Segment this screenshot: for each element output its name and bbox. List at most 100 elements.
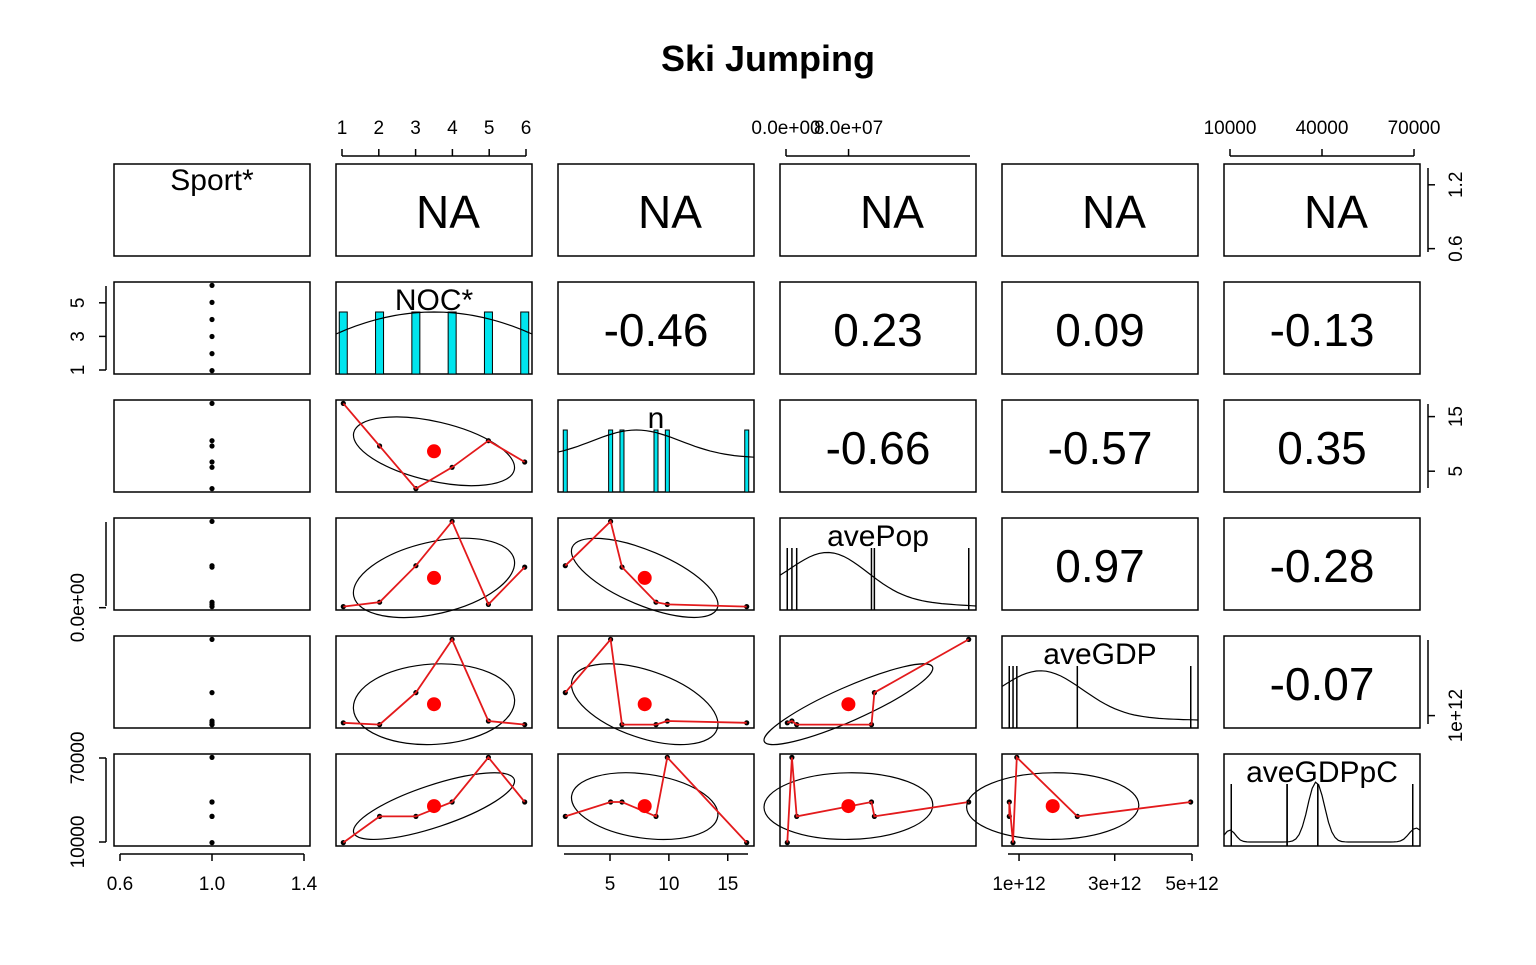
scatter-point-r6-c1 xyxy=(209,813,215,820)
smoother-line-r5-c3 xyxy=(564,637,747,726)
bottom-axis-label-c5: 5e+12 xyxy=(1165,874,1218,895)
mean-point-r6-c4 xyxy=(841,799,856,814)
top-axis-label-c6: 70000 xyxy=(1388,118,1441,139)
scatter-point-r3-c1 xyxy=(209,459,215,465)
panel-frame-r5-c2 xyxy=(335,635,533,729)
scatter-point-r6-c1 xyxy=(209,840,215,846)
panel-frame-r3-c2 xyxy=(335,399,533,493)
panel-frame-r2-c5 xyxy=(1001,281,1199,375)
panel-frame-r1-c2 xyxy=(335,163,533,257)
correlation-label-r3-c6: 0.35 xyxy=(1277,422,1367,474)
histogram-bar-noc xyxy=(411,311,421,375)
right-axis-label-r5: 1e+12 xyxy=(1446,689,1467,742)
correlation-label-r1-c6: NA xyxy=(1304,186,1368,238)
panel-frame-r2-c1 xyxy=(113,281,311,375)
panel-frame-r4-c5 xyxy=(1001,517,1199,611)
ellipse-r5-c4 xyxy=(763,663,934,746)
mean-point-r6-c3 xyxy=(637,799,652,814)
right-axis-label-r3: 5 xyxy=(1446,466,1467,477)
correlation-label-r3-c5: -0.57 xyxy=(1048,422,1153,474)
top-axis-label-c2: 6 xyxy=(521,118,532,139)
panel-frame-r6-c3 xyxy=(557,753,755,847)
scatter-point-r3-c1 xyxy=(209,443,215,449)
histogram-bar-n xyxy=(744,429,750,493)
ellipse-r4-c2 xyxy=(352,537,516,619)
top-axis-label-c2: 5 xyxy=(484,118,495,139)
histogram-bar-noc xyxy=(447,311,457,375)
histogram-bar-n xyxy=(562,429,568,493)
smoother-line-r4-c3 xyxy=(564,519,747,608)
diag-label-n: n xyxy=(648,402,665,435)
ellipse-r4-c3 xyxy=(570,537,719,619)
panel-frame-r6-c4 xyxy=(779,753,977,847)
ellipse-r6-c3 xyxy=(570,772,719,841)
left-axis-label-r2: 5 xyxy=(68,298,89,309)
top-axis-label-c6: 10000 xyxy=(1204,118,1257,139)
right-axis-label-r3: 15 xyxy=(1446,406,1467,427)
correlation-label-r2-c5: 0.09 xyxy=(1055,304,1145,356)
panel-frame-r4-c3 xyxy=(557,517,755,611)
scatter-point-r5-c2 xyxy=(522,722,528,728)
scatter-point-r4-c1 xyxy=(209,601,215,608)
bottom-axis-label-c3: 10 xyxy=(658,874,679,895)
panel-frame-r2-c3 xyxy=(557,281,755,375)
smoother-line-r6-c5 xyxy=(1008,755,1191,843)
scatter-point-r5-c3 xyxy=(744,720,750,726)
top-axis-label-c2: 2 xyxy=(374,118,385,139)
mean-point-r4-c3 xyxy=(637,570,652,585)
smoother-line-r5-c2 xyxy=(343,637,525,726)
panel-frame-r4-c4 xyxy=(779,517,977,611)
bottom-axis-label-c1: 1.4 xyxy=(291,874,318,895)
ellipse-r6-c2 xyxy=(352,772,516,841)
density-curve-avegdp xyxy=(1001,670,1199,721)
density-curve-n xyxy=(557,429,755,458)
bottom-axis-label-c1: 0.6 xyxy=(107,874,133,895)
panel-frame-r1-c4 xyxy=(779,163,977,257)
panel-frame-r5-c6 xyxy=(1223,635,1421,729)
panel-frame-r3-c5 xyxy=(1001,399,1199,493)
chart-title: Ski Jumping xyxy=(661,38,875,79)
panel-frame-r3-c6 xyxy=(1223,399,1421,493)
panel-frame-r3-c4 xyxy=(779,399,977,493)
top-axis-label-c4: 8.0e+07 xyxy=(814,118,883,139)
diag-label-avegdp: aveGDP xyxy=(1043,638,1156,671)
right-axis-label-r1: 1.2 xyxy=(1446,172,1467,198)
scatter-point-r4-c1 xyxy=(209,518,215,525)
panel-frame-r1-c6 xyxy=(1223,163,1421,257)
histogram-bar-n xyxy=(619,429,625,493)
histogram-bar-noc xyxy=(483,311,493,375)
left-axis-label-r6: 10000 xyxy=(68,816,89,869)
scatter-point-r2-c1 xyxy=(209,333,215,340)
smoother-line-r5-c4 xyxy=(786,638,970,726)
histogram-bar-noc xyxy=(338,311,348,375)
mean-point-r6-c2 xyxy=(427,799,441,814)
top-axis-label-c4: 0.0e+00 xyxy=(751,118,820,139)
mean-point-r4-c2 xyxy=(427,570,441,585)
histogram-bar-n xyxy=(608,429,614,493)
density-curve-noc xyxy=(335,311,533,335)
panel-frame-r4-c2 xyxy=(335,517,533,611)
smoother-line-r3-c2 xyxy=(342,402,526,490)
correlation-label-r1-c3: NA xyxy=(638,186,702,238)
scatter-point-r3-c1 xyxy=(209,486,215,492)
correlation-label-r3-c4: -0.66 xyxy=(826,422,931,474)
correlation-label-r1-c2: NA xyxy=(416,186,480,238)
ellipse-r5-c3 xyxy=(570,663,719,746)
scatter-point-r3-c1 xyxy=(209,400,215,406)
mean-point-r5-c2 xyxy=(427,697,441,712)
scatter-point-r2-c1 xyxy=(209,282,215,288)
smoother-line-r6-c4 xyxy=(786,757,969,843)
mean-point-r5-c3 xyxy=(637,697,652,712)
scatter-point-r2-c1 xyxy=(209,316,215,323)
scatter-point-r5-c1 xyxy=(209,718,215,724)
panel-frame-r5-c5 xyxy=(1001,635,1199,729)
diag-label-avepop: avePop xyxy=(827,520,929,553)
ellipse-r5-c2 xyxy=(352,663,516,746)
histogram-bar-noc xyxy=(375,311,385,375)
left-axis-label-r6: 70000 xyxy=(68,732,89,785)
scatter-point-r4-c1 xyxy=(209,564,215,570)
panel-frame-r2-c2 xyxy=(335,281,533,375)
panel-frame-r1-c3 xyxy=(557,163,755,257)
panel-frame-r6-c6 xyxy=(1223,753,1421,847)
correlation-label-r4-c5: 0.97 xyxy=(1055,540,1145,592)
